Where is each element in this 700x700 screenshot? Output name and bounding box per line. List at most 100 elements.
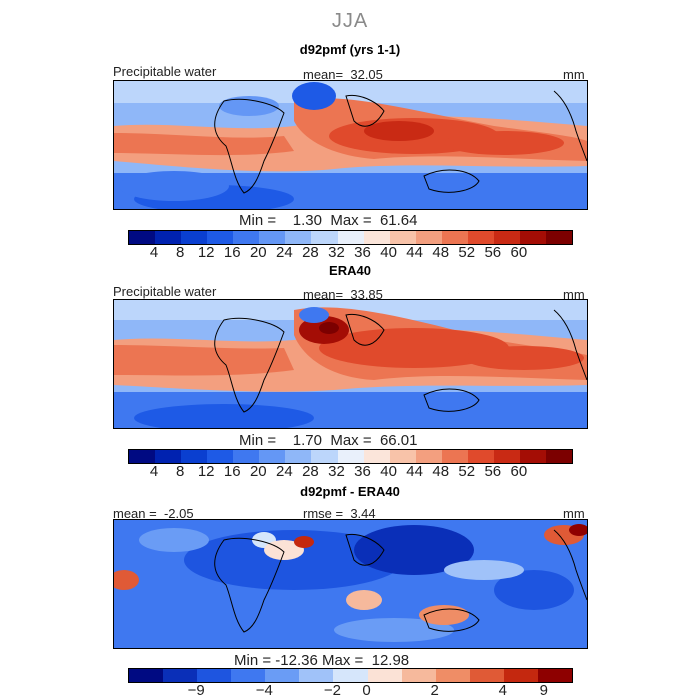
panel2-colorbar-swatch [259, 450, 286, 463]
panel1-colorbar-tick-label: 52 [458, 244, 476, 261]
panel2-colorbar-ticks: 4 8 12 16 20 24 28 32 36 40 44 48 52 56 60 [128, 463, 571, 480]
panel3-map [113, 519, 588, 649]
panel3-colorbar-swatch [163, 669, 198, 682]
panel1-colorbar-tick-label: 60 [510, 244, 528, 261]
panel3-colorbar-swatch [333, 669, 368, 682]
light-south-indian [334, 618, 454, 642]
panel1-colorbar-tick-label: 8 [175, 244, 185, 261]
panel3-colorbar-tick-label: −4 [255, 682, 273, 699]
pos-max [569, 524, 587, 536]
panel2-colorbar-swatch [415, 450, 442, 463]
panel2-title: ERA40 [329, 263, 371, 278]
panel1-colorbar-swatch [207, 231, 234, 244]
core-warm-pool [319, 328, 509, 368]
panel2-colorbar-tick-label: 60 [510, 463, 528, 480]
panel2-colorbar-swatch [285, 450, 312, 463]
panel1-colorbar-tick-label: 12 [197, 244, 215, 261]
panel2-colorbar-swatch [311, 450, 338, 463]
panel2-colorbar [128, 449, 573, 464]
panel3-colorbar-swatch [537, 669, 573, 682]
panel1-colorbar-tick-label: 4 [149, 244, 159, 261]
panel2-colorbar-swatch [389, 450, 416, 463]
panel1-colorbar-swatch [519, 231, 546, 244]
panel1-colorbar-swatch [259, 231, 286, 244]
dry-sahara [219, 96, 279, 116]
panel2-map [113, 299, 588, 429]
panel3-colorbar-tick-label: 9 [539, 682, 548, 699]
panel3-colorbar-tick-label: 4 [498, 682, 508, 699]
panel2-colorbar-tick-label: 20 [249, 463, 267, 480]
panel2-colorbar-swatch [233, 450, 260, 463]
coast-india [345, 94, 385, 127]
panel1-colorbar-swatch [311, 231, 338, 244]
panel1-map-svg [114, 81, 587, 209]
panel1-colorbar-tick-label: 44 [406, 244, 423, 261]
neg-pacific [494, 570, 574, 610]
light-west-pacific [444, 560, 524, 580]
pos-equatorial [346, 590, 382, 610]
panel3-rmse-label: rmse = 3.44 [303, 506, 376, 521]
panel1-colorbar-tick-label: 20 [249, 244, 267, 261]
coast-india [345, 313, 385, 346]
panel2-colorbar-tick-label: 36 [354, 463, 371, 480]
coast-americas [553, 309, 587, 381]
panel2-colorbar-swatch [519, 450, 546, 463]
panel3-colorbar-swatch [299, 669, 334, 682]
panel3-colorbar [128, 668, 573, 683]
panel2-units: mm [563, 287, 585, 302]
panel1-colorbar-swatch [233, 231, 260, 244]
panel2-colorbar-swatch [207, 450, 234, 463]
panel1-colorbar-tick-label: 32 [328, 244, 345, 261]
panel2-colorbar-tick-label: 16 [223, 463, 241, 480]
pos-west [114, 570, 139, 590]
panel2-colorbar-swatch [129, 450, 156, 463]
coast-australia [423, 608, 480, 632]
panel2-colorbar-tick-label: 44 [406, 463, 423, 480]
panel3-mean-label: mean = -2.05 [113, 506, 194, 521]
panel1-colorbar-tick-label: 56 [484, 244, 502, 261]
panel3-colorbar-swatch [367, 669, 402, 682]
panel2-colorbar-swatch [337, 450, 364, 463]
panel1-title: d92pmf (yrs 1-1) [299, 42, 401, 57]
panel1-colorbar-swatch [389, 231, 416, 244]
core-pacific [464, 346, 584, 370]
panel1-colorbar-swatch [181, 231, 208, 244]
coast-africa [214, 98, 285, 194]
coast-americas [553, 90, 587, 162]
panel2-variable-label: Precipitable water [113, 284, 217, 299]
panel1-colorbar-tick-label: 28 [302, 244, 319, 261]
panel3-colorbar-tick-label: 2 [430, 682, 439, 699]
pos-indonesia [419, 605, 469, 625]
core-max [364, 121, 434, 141]
panel2-colorbar-tick-label: 4 [149, 463, 159, 480]
panel2-colorbar-tick-label: 48 [432, 463, 450, 480]
core-pacific [444, 131, 564, 155]
panel2-colorbar-swatch [467, 450, 494, 463]
panel2-colorbar-tick-label: 56 [484, 463, 502, 480]
panel1-colorbar-tick-label: 36 [354, 244, 371, 261]
panel1-colorbar-swatch [546, 231, 573, 244]
panel1-variable-label: Precipitable water [113, 64, 217, 79]
season-title: JJA [331, 10, 369, 32]
panel1-colorbar-tick-label: 40 [380, 244, 397, 261]
panel1-colorbar-swatch [285, 231, 312, 244]
panel3-colorbar-swatch [469, 669, 504, 682]
panel2-minmax: Min = 1.70 Max = 66.01 [239, 432, 418, 449]
zone-north [114, 81, 587, 103]
panel3-colorbar-swatch [129, 669, 164, 682]
panel3-colorbar-ticks: −9 −4 −2 0 2 4 9 [128, 682, 571, 699]
coast-india [345, 533, 385, 566]
coast-africa [214, 537, 285, 633]
coast-americas [553, 529, 587, 601]
panel2-colorbar-tick-label: 24 [276, 463, 293, 480]
coast-africa [214, 317, 285, 413]
panel2-colorbar-swatch [546, 450, 573, 463]
panel2-colorbar-tick-label: 40 [380, 463, 397, 480]
panel2-colorbar-tick-label: 8 [175, 463, 185, 480]
panel2-colorbar-swatch [155, 450, 182, 463]
panel3-colorbar-tick-label: −2 [323, 682, 342, 699]
panel1-mean-label: mean= 32.05 [303, 67, 383, 82]
panel3-units: mm [563, 506, 585, 521]
panel1-map [113, 80, 588, 210]
core-max [319, 322, 339, 334]
